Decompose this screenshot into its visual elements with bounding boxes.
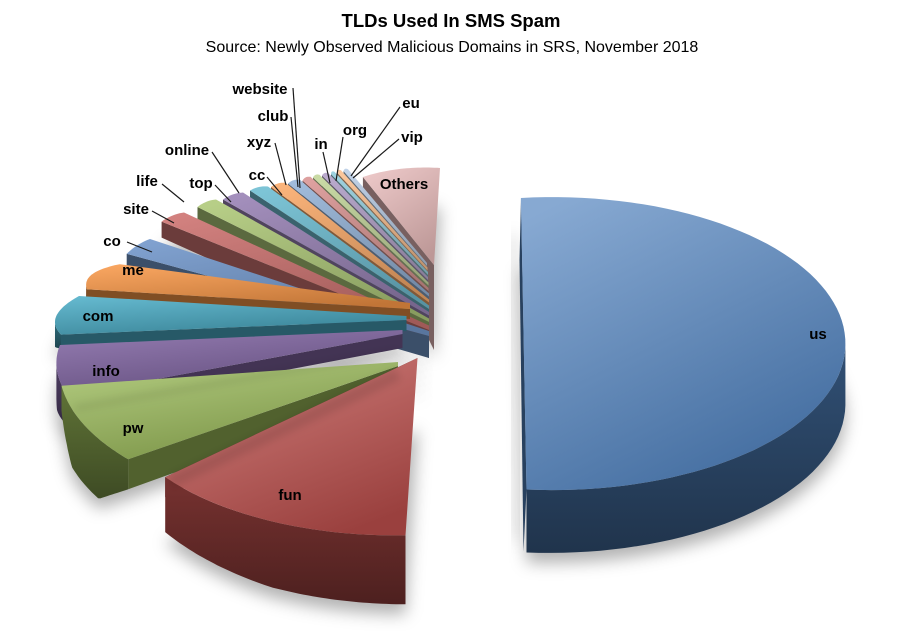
svg-text:pw: pw — [123, 420, 144, 437]
svg-text:top: top — [189, 175, 212, 192]
svg-text:fun: fun — [278, 487, 301, 504]
svg-text:xyz: xyz — [247, 134, 271, 151]
svg-text:TLDs Used In SMS Spam: TLDs Used In SMS Spam — [342, 10, 561, 31]
svg-text:website: website — [231, 81, 287, 98]
svg-text:info: info — [92, 363, 120, 380]
svg-text:club: club — [258, 108, 289, 125]
svg-text:Source: Newly Observed Malicio: Source: Newly Observed Malicious Domains… — [206, 39, 699, 56]
svg-text:Others: Others — [380, 176, 428, 193]
svg-text:online: online — [165, 142, 209, 159]
svg-text:me: me — [122, 262, 144, 279]
svg-text:site: site — [123, 201, 149, 218]
svg-text:eu: eu — [402, 95, 420, 112]
svg-text:co: co — [103, 233, 121, 250]
svg-text:org: org — [343, 122, 367, 139]
svg-text:vip: vip — [401, 129, 423, 146]
svg-text:cc: cc — [249, 167, 266, 184]
svg-text:life: life — [136, 173, 158, 190]
svg-text:com: com — [83, 308, 114, 325]
svg-text:us: us — [809, 326, 827, 343]
svg-text:in: in — [314, 136, 327, 153]
